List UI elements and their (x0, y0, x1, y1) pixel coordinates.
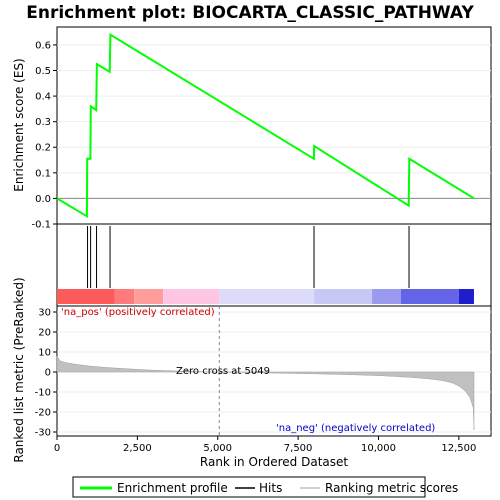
rank-color-bar (57, 289, 474, 304)
metric-x-axis-label: Rank in Ordered Dataset (200, 455, 348, 469)
metric-panel: -30 -20 -10 0 10 20 30 0 2,500 5,000 7,500 10,000 1… (12, 277, 492, 469)
es-y-tick-label: -0.1 (31, 220, 51, 231)
es-y-tick-label: 0.0 (35, 194, 51, 205)
rank-bar-segment (163, 289, 220, 304)
rank-bar-segment (400, 289, 459, 304)
es-y-tick-label: 0.3 (35, 117, 51, 128)
metric-x-tick-label: 0 (54, 443, 60, 454)
legend: Enrichment profile Hits Ranking metric s… (72, 476, 458, 498)
legend-box (72, 476, 426, 498)
es-y-axis-label: Enrichment score (ES) (12, 58, 26, 191)
rank-bar-segment (458, 289, 474, 304)
metric-x-tick-label: 5,000 (203, 443, 232, 454)
metric-y-tick-label: 0 (45, 368, 51, 379)
rank-bar-segment (314, 289, 373, 304)
es-y-tick-label: 0.1 (35, 168, 51, 179)
enrichment-profile-line (56, 32, 475, 219)
metric-y-tick-label: -30 (35, 428, 51, 439)
metric-x-tick-label: 7,500 (284, 443, 313, 454)
es-y-tick-label: 0.4 (35, 92, 51, 103)
rank-bar-segment (134, 289, 164, 304)
metric-y-tick-label: 10 (38, 348, 51, 359)
es-y-tick-label: 0.5 (35, 66, 51, 77)
chart-title: Enrichment plot: BIOCARTA_CLASSIC_PATHWA… (26, 3, 474, 23)
metric-y-tick-label: -10 (35, 388, 51, 399)
rank-bar-segment (114, 289, 135, 304)
legend-enrichment-label: Enrichment profile (117, 481, 228, 495)
rank-bar-segment (219, 289, 315, 304)
legend-metric-label: Ranking metric scores (325, 481, 458, 495)
metric-y-tick-label: -20 (35, 408, 51, 419)
metric-y-ticks: -30 -20 -10 0 10 20 30 (35, 308, 57, 439)
hits-panel (56, 223, 492, 307)
es-y-tick-label: 0.6 (35, 40, 51, 51)
es-y-ticks: -0.1 0.0 0.1 0.2 0.3 0.4 0.5 0.6 (31, 40, 57, 231)
na-neg-label: 'na_neg' (negatively correlated) (276, 423, 435, 434)
metric-x-tick-label: 2,500 (123, 443, 152, 454)
hit-markers (87, 226, 410, 288)
na-pos-label: 'na_pos' (positively correlated) (61, 307, 215, 318)
rank-bar-segment (372, 289, 401, 304)
metric-x-ticks: 0 2,500 5,000 7,500 10,000 12,500 (54, 436, 476, 454)
legend-hits-label: Hits (259, 481, 282, 495)
metric-y-axis-label: Ranked list metric (PreRanked) (12, 277, 26, 462)
es-y-tick-label: 0.2 (35, 143, 51, 154)
rank-bar-segment (57, 289, 115, 304)
es-panel: -0.1 0.0 0.1 0.2 0.3 0.4 0.5 0.6 Enrichment sco… (12, 26, 492, 231)
metric-y-tick-label: 20 (38, 328, 51, 339)
metric-x-tick-label: 12,500 (441, 443, 476, 454)
es-plot-area (56, 26, 492, 225)
ranking-metric-area (56, 355, 475, 431)
metric-y-tick-label: 30 (38, 308, 51, 319)
metric-x-tick-label: 10,000 (361, 443, 396, 454)
zero-cross-label: Zero cross at 5049 (176, 366, 270, 377)
